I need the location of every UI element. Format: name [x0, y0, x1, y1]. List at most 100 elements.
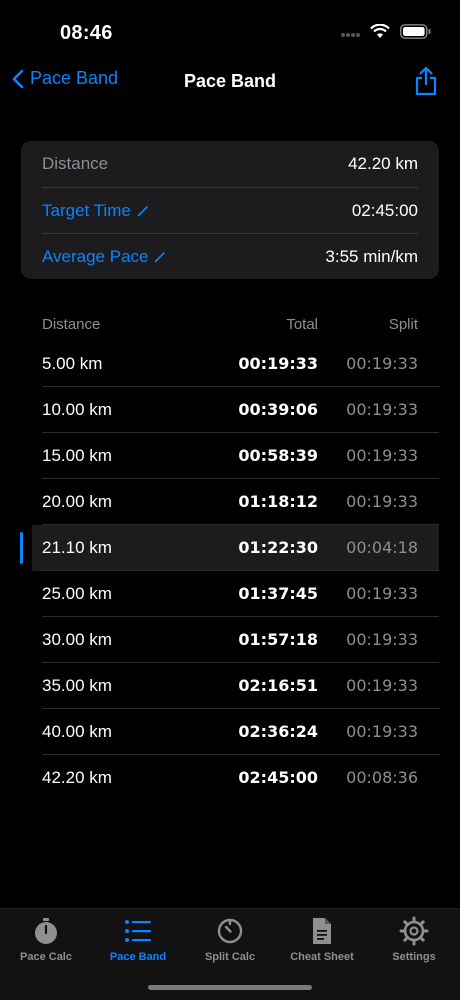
average-pace-label: Average Pace — [42, 247, 149, 266]
split-list: 5.00 km 00:19:33 00:19:33 10.00 km 00:39… — [0, 341, 460, 801]
row-split: 00:19:33 — [346, 676, 418, 695]
row-distance: 25.00 km — [42, 584, 112, 603]
row-split: 00:19:33 — [346, 354, 418, 373]
back-button[interactable]: Pace Band — [12, 68, 118, 89]
table-row: 10.00 km 00:39:06 00:19:33 — [0, 387, 460, 433]
table-row: 20.00 km 01:18:12 00:19:33 — [0, 479, 460, 525]
battery-icon — [400, 24, 431, 39]
average-pace-row[interactable]: Average Pace 3:55 min/km — [42, 233, 418, 280]
tab-cheat-sheet[interactable]: Cheat Sheet — [276, 915, 368, 963]
row-distance: 10.00 km — [42, 400, 112, 419]
row-distance: 30.00 km — [42, 630, 112, 649]
tab-label: Split Calc — [204, 951, 256, 963]
row-total: 02:16:51 — [238, 676, 318, 695]
row-split: 00:08:36 — [346, 768, 418, 787]
table-row: 5.00 km 00:19:33 00:19:33 — [0, 341, 460, 387]
row-distance: 42.20 km — [42, 768, 112, 787]
table-row-highlighted: 21.10 km 01:22:30 00:04:18 — [0, 525, 460, 571]
table-row: 40.00 km 02:36:24 00:19:33 — [0, 709, 460, 755]
document-icon — [313, 918, 331, 944]
list-icon — [125, 920, 151, 942]
table-row: 42.20 km 02:45:00 00:08:36 — [0, 755, 460, 801]
stopwatch-icon — [35, 918, 57, 944]
row-split: 00:19:33 — [346, 446, 418, 465]
chevron-left-icon — [12, 69, 24, 88]
row-divider — [42, 662, 439, 663]
row-split: 00:19:33 — [346, 492, 418, 511]
distance-label: Distance — [42, 154, 109, 173]
wifi-icon — [370, 24, 390, 38]
page-title: Pace Band — [183, 71, 277, 91]
row-divider — [42, 616, 439, 617]
row-divider — [42, 754, 439, 755]
current-row-marker — [20, 532, 23, 564]
row-split: 00:19:33 — [346, 722, 418, 741]
column-header-split: Split — [388, 316, 418, 333]
tab-label: Settings — [392, 951, 436, 963]
target-time-value: 02:45:00 — [351, 201, 418, 220]
table-row: 35.00 km 02:16:51 00:19:33 — [0, 663, 460, 709]
row-divider — [42, 386, 439, 387]
pencil-icon — [155, 252, 166, 263]
row-split: 00:19:33 — [346, 400, 418, 419]
home-indicator — [148, 985, 312, 990]
status-bar: 08:46 — [0, 0, 460, 66]
status-icons — [340, 24, 432, 39]
column-header-total: Total — [286, 316, 318, 333]
target-time-label: Target Time — [42, 201, 131, 220]
row-distance: 21.10 km — [42, 538, 112, 557]
distance-value: 42.20 km — [348, 154, 418, 173]
tab-label: Pace Band — [109, 951, 167, 963]
row-distance: 20.00 km — [42, 492, 112, 511]
row-divider — [42, 524, 439, 525]
gear-icon — [399, 916, 429, 946]
row-distance: 35.00 km — [42, 676, 112, 695]
row-total: 01:22:30 — [238, 538, 318, 557]
distance-row: Distance 42.20 km — [42, 141, 418, 187]
timer-icon — [217, 918, 243, 944]
row-total: 00:19:33 — [238, 354, 318, 373]
share-button[interactable] — [414, 66, 438, 101]
row-total: 02:36:24 — [238, 722, 318, 741]
tab-split-calc[interactable]: Split Calc — [184, 915, 276, 963]
row-total: 00:58:39 — [238, 446, 318, 465]
navigation-bar: Pace Band Pace Band — [0, 62, 460, 104]
table-row: 25.00 km 01:37:45 00:19:33 — [0, 571, 460, 617]
summary-card: Distance 42.20 km Target Time 02:45:00 A… — [21, 141, 439, 279]
pencil-icon — [137, 206, 148, 217]
row-total: 00:39:06 — [238, 400, 318, 419]
row-divider — [42, 570, 439, 571]
target-time-row[interactable]: Target Time 02:45:00 — [42, 187, 418, 234]
table-row: 15.00 km 00:58:39 00:19:33 — [0, 433, 460, 479]
row-distance: 40.00 km — [42, 722, 112, 741]
tab-label: Pace Calc — [20, 951, 72, 963]
row-split: 00:04:18 — [346, 538, 418, 557]
average-pace-value: 3:55 min/km — [325, 247, 418, 266]
table-row: 30.00 km 01:57:18 00:19:33 — [0, 617, 460, 663]
tab-pace-band[interactable]: Pace Band — [92, 915, 184, 963]
row-split: 00:19:33 — [346, 630, 418, 649]
target-time-edit[interactable]: Target Time — [42, 201, 149, 221]
row-total: 01:37:45 — [238, 584, 318, 603]
row-highlight-background — [32, 525, 439, 571]
row-total: 02:45:00 — [238, 768, 318, 787]
row-total: 01:57:18 — [238, 630, 318, 649]
column-header-distance: Distance — [42, 316, 101, 333]
tab-pace-calc[interactable]: Pace Calc — [0, 915, 92, 963]
row-total: 01:18:12 — [238, 492, 318, 511]
row-distance: 15.00 km — [42, 446, 112, 465]
share-icon — [415, 66, 437, 96]
row-divider — [42, 478, 439, 479]
status-time: 08:46 — [60, 22, 113, 44]
row-divider — [42, 432, 439, 433]
row-divider — [42, 708, 439, 709]
tab-settings[interactable]: Settings — [368, 915, 460, 963]
tab-label: Cheat Sheet — [290, 951, 354, 963]
cellular-signal-icon — [341, 32, 360, 37]
table-header: Distance Total Split — [42, 316, 418, 336]
average-pace-edit[interactable]: Average Pace — [42, 247, 166, 267]
row-distance: 5.00 km — [42, 354, 103, 373]
tab-bar: Pace Calc Pace Band Split Calc — [0, 908, 460, 1000]
row-split: 00:19:33 — [346, 584, 418, 603]
back-button-label: Pace Band — [30, 68, 119, 88]
